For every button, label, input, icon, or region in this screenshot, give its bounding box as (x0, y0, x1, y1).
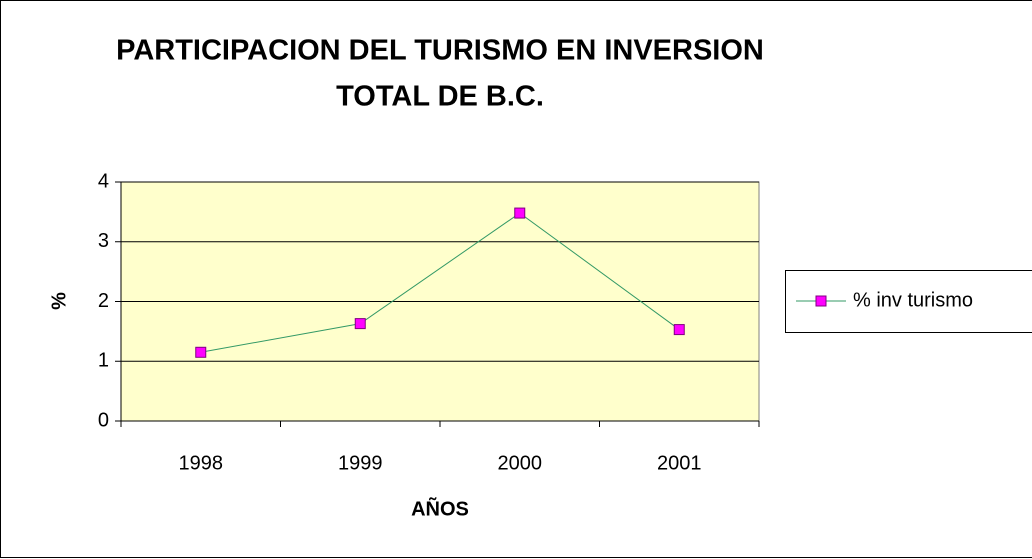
chart-title: PARTICIPACION DEL TURISMO EN INVERSION (116, 35, 764, 67)
x-tick-label: 2001 (657, 452, 702, 474)
y-axis-label: % (48, 292, 70, 310)
marker (673, 324, 685, 336)
x-tick-label: 2000 (498, 452, 543, 474)
y-tick-label: 2 (98, 290, 109, 312)
y-tick-label: 1 (98, 350, 109, 372)
marker (195, 346, 207, 358)
marker (354, 318, 366, 330)
y-tick-label: 3 (98, 230, 109, 252)
legend-marker (815, 295, 827, 307)
x-tick-label: 1998 (179, 452, 224, 474)
legend-label: % inv turismo (853, 289, 973, 311)
x-axis-label: AÑOS (411, 497, 469, 520)
x-tick-label: 1999 (338, 452, 383, 474)
y-tick-label: 0 (98, 409, 109, 431)
line (200, 212, 680, 353)
marker (514, 207, 526, 219)
chart-title: TOTAL DE B.C. (336, 81, 544, 113)
y-tick-label: 4 (98, 170, 109, 192)
